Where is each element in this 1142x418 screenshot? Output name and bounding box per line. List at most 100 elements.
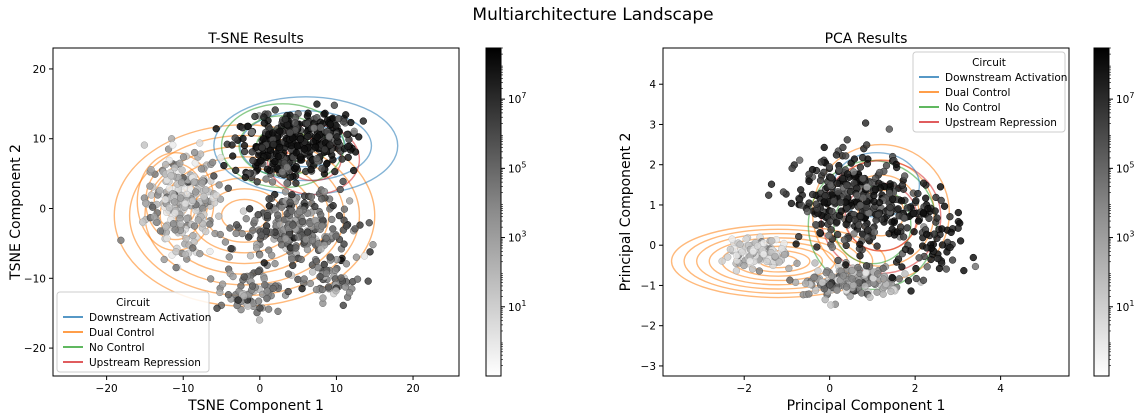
- scatter-point: [344, 153, 352, 162]
- scatter-point: [331, 266, 339, 275]
- scatter-point: [853, 191, 861, 200]
- tsne-colorbar: 101 103 105 107: [485, 47, 526, 377]
- scatter-point: [822, 269, 830, 277]
- colorbar-gradient: [485, 47, 502, 377]
- scatter-point: [726, 245, 735, 254]
- scatter-point: [947, 228, 955, 237]
- scatter-point: [914, 217, 923, 225]
- y-tick-label: 0: [649, 240, 656, 252]
- scatter-point: [356, 221, 364, 229]
- scatter-point: [207, 275, 215, 283]
- scatter-point: [864, 226, 872, 234]
- scatter-point: [755, 267, 764, 275]
- scatter-point: [724, 253, 732, 261]
- scatter-point: [265, 202, 273, 210]
- scatter-point: [202, 186, 210, 194]
- scatter-point: [260, 259, 268, 267]
- scatter-point: [248, 128, 256, 136]
- scatter-point: [805, 290, 813, 298]
- scatter-point: [879, 290, 887, 298]
- scatter-point: [286, 173, 294, 181]
- scatter-point: [307, 193, 316, 201]
- scatter-point: [788, 164, 796, 173]
- scatter-point: [318, 285, 327, 294]
- scatter-point: [324, 283, 333, 291]
- scatter-point: [212, 125, 220, 133]
- scatter-point: [339, 177, 347, 186]
- scatter-point: [265, 195, 273, 203]
- scatter-point: [147, 191, 155, 199]
- scatter-point: [232, 166, 240, 175]
- scatter-point: [796, 156, 804, 164]
- scatter-point: [292, 244, 300, 252]
- scatter-point: [888, 273, 896, 282]
- scatter-point: [969, 253, 977, 262]
- scatter-point: [196, 250, 204, 258]
- scatter-point: [856, 163, 865, 171]
- scatter-point: [241, 173, 249, 182]
- scatter-point: [304, 228, 312, 236]
- scatter-point: [232, 221, 241, 229]
- scatter-point: [816, 228, 824, 237]
- scatter-point: [857, 289, 866, 297]
- scatter-point: [919, 179, 928, 187]
- scatter-point: [888, 195, 897, 203]
- scatter-point: [310, 124, 318, 132]
- legend: Circuit Downstream Activation Dual Control…: [56, 291, 211, 373]
- scatter-point: [856, 252, 864, 260]
- scatter-point: [897, 197, 906, 205]
- scatter-point: [863, 233, 872, 242]
- scatter-point: [171, 164, 179, 172]
- scatter-point: [923, 230, 931, 238]
- scatter-point: [167, 135, 176, 143]
- scatter-point: [169, 141, 177, 149]
- scatter-point: [260, 113, 268, 121]
- scatter-point: [895, 275, 903, 283]
- scatter-point: [215, 212, 223, 220]
- scatter-point: [199, 204, 207, 213]
- y-tick-label: 10: [33, 134, 46, 146]
- scatter-point: [231, 134, 239, 142]
- scatter-point: [202, 227, 210, 236]
- colorbar-tick-label: 103: [1116, 230, 1134, 245]
- scatter-point: [244, 302, 252, 310]
- pca-colorbar: 101 103 105 107: [1093, 47, 1134, 377]
- scatter-point: [767, 180, 776, 188]
- scatter-point: [834, 256, 842, 265]
- scatter-point: [318, 222, 326, 230]
- scatter-point: [851, 216, 859, 224]
- scatter-point: [854, 263, 862, 272]
- scatter-point: [778, 245, 786, 253]
- scatter-point: [240, 273, 248, 281]
- scatter-point: [165, 203, 174, 212]
- scatter-point: [295, 208, 304, 216]
- scatter-point: [220, 161, 228, 170]
- legend-entry: Downstream Activation: [945, 72, 1067, 84]
- scatter-point: [275, 143, 284, 152]
- scatter-point: [843, 136, 851, 144]
- scatter-point: [901, 172, 909, 180]
- scatter-point: [317, 211, 325, 219]
- scatter-point: [334, 115, 343, 123]
- scatter-point: [863, 183, 871, 191]
- scatter-point: [284, 287, 292, 296]
- scatter-point: [862, 269, 870, 277]
- scatter-point: [825, 231, 833, 240]
- scatter-point: [341, 283, 350, 291]
- scatter-point: [221, 238, 230, 246]
- scatter-point: [273, 164, 281, 172]
- scatter-point: [192, 188, 200, 196]
- scatter-point: [753, 242, 762, 250]
- scatter-point: [307, 165, 315, 174]
- scatter-point: [856, 201, 865, 209]
- scatter-point: [140, 141, 149, 149]
- scatter-point: [830, 197, 838, 205]
- scatter-point: [923, 244, 931, 252]
- scatter-point: [792, 240, 800, 248]
- x-tick-label: 0: [826, 383, 833, 395]
- scatter-point: [842, 152, 850, 160]
- scatter-point: [827, 173, 835, 182]
- scatter-point: [313, 133, 321, 141]
- scatter-point: [320, 188, 329, 196]
- scatter-point: [296, 153, 305, 161]
